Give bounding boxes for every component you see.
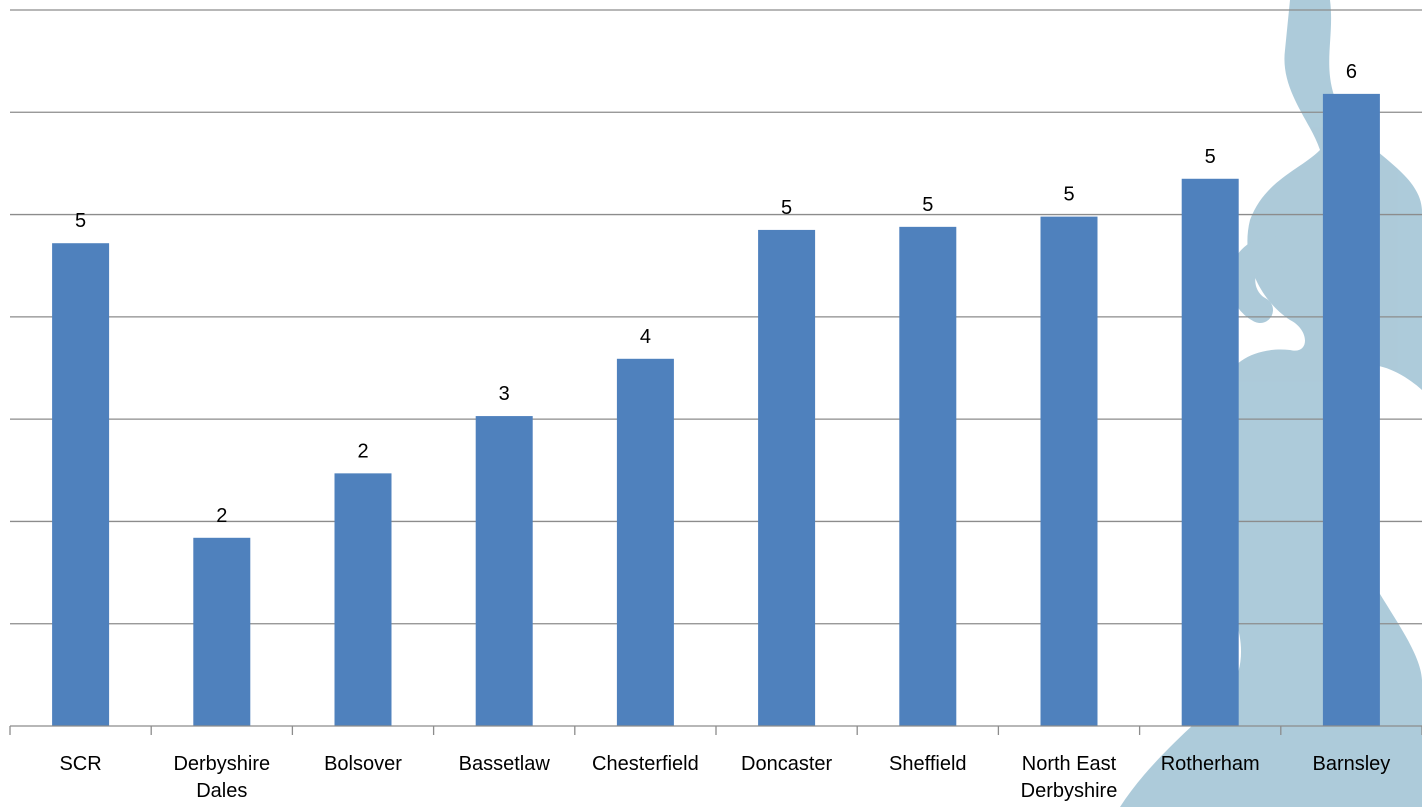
data-label: 5 — [1063, 184, 1074, 206]
data-labels: 5 2 2 3 4 5 5 5 5 6 — [75, 61, 1357, 527]
data-label: 2 — [216, 505, 227, 527]
x-tick-label-line: North East — [1022, 753, 1117, 775]
data-label: 5 — [781, 197, 792, 219]
x-tick-label-line: Derbyshire — [1021, 780, 1118, 802]
data-label: 3 — [499, 383, 510, 405]
x-tick-label-line: Sheffield — [889, 753, 966, 775]
bar-scr — [52, 243, 110, 726]
bar-bolsover — [334, 473, 392, 726]
data-label: 4 — [640, 326, 651, 348]
data-label: 5 — [1205, 146, 1216, 168]
bar-barnsley — [1322, 93, 1380, 727]
bar-chesterfield — [616, 358, 674, 726]
x-tick-label: Sheffield — [889, 753, 966, 775]
x-tick-label: Barnsley — [1312, 753, 1390, 775]
x-tick-label: Chesterfield — [592, 753, 699, 775]
x-tick-labels: SCR Derbyshire Dales Bolsover Bassetlaw Chest… — [59, 753, 1390, 802]
x-tick-label-line: Bassetlaw — [459, 753, 551, 775]
x-tick-label-line: Rotherham — [1161, 753, 1260, 775]
data-label: 5 — [75, 210, 86, 232]
x-tick-label-line: Dales — [196, 780, 247, 802]
x-tick-label: Rotherham — [1161, 753, 1260, 775]
x-tick-label-line: Bolsover — [324, 753, 402, 775]
data-label: 5 — [922, 194, 933, 216]
bar-sheffield — [899, 226, 957, 727]
x-tick-label-line: Doncaster — [741, 753, 832, 775]
x-tick-label-line: Barnsley — [1312, 753, 1390, 775]
x-tick-label-line: SCR — [59, 753, 101, 775]
bars — [52, 93, 1380, 727]
x-tick-label: Bolsover — [324, 753, 402, 775]
x-tick-label: North East Derbyshire — [1021, 753, 1118, 802]
x-tick-label: SCR — [59, 753, 101, 775]
decorative-swirl-accent-icon — [1229, 236, 1308, 323]
x-tick-label-line: Chesterfield — [592, 753, 699, 775]
x-tick-label: Doncaster — [741, 753, 832, 775]
x-axis — [9, 725, 1422, 735]
x-tick-label: Bassetlaw — [459, 753, 551, 775]
bar-bassetlaw — [475, 416, 533, 726]
x-tick-label-line: Derbyshire — [173, 753, 270, 775]
data-label: 6 — [1346, 61, 1357, 83]
bar-derbyshire-dales — [193, 537, 251, 726]
x-tick-label: Derbyshire Dales — [173, 753, 270, 802]
bar-north-east-derbyshire — [1040, 216, 1098, 727]
data-label: 2 — [357, 440, 368, 462]
bar-rotherham — [1181, 178, 1239, 726]
bar-doncaster — [758, 229, 816, 726]
